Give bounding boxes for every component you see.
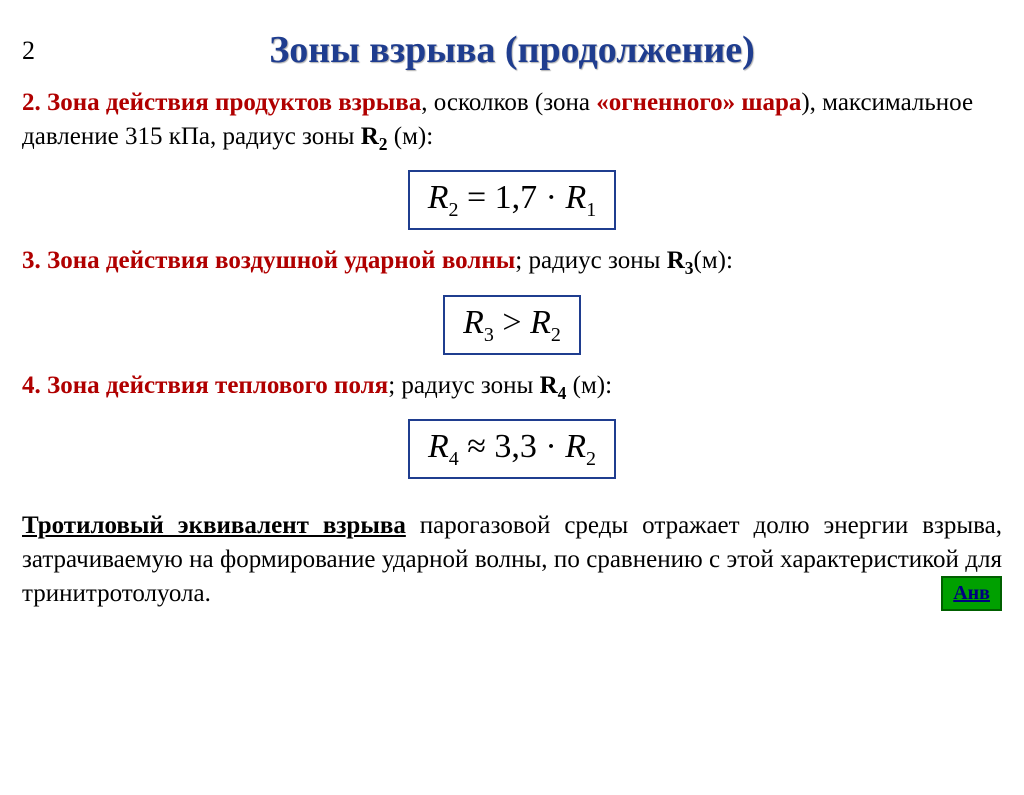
section-3-heading: Зона действия воздушной ударной волны — [47, 247, 515, 274]
section-4-tail2: (м): — [566, 372, 612, 399]
section-2-radius: R2 — [361, 123, 388, 150]
formula-2: R2 = 1,7 · R1 — [408, 170, 617, 230]
page-number: 2 — [22, 36, 35, 66]
section-2-text: 2. Зона действия продуктов взрыва, оскол… — [22, 86, 1002, 156]
content-area: 2. Зона действия продуктов взрыва, оскол… — [0, 86, 1024, 610]
section-2-tail2: (м): — [388, 123, 434, 150]
formula-4-wrap: R4 ≈ 3,3 · R2 — [22, 419, 1002, 479]
formula-2-wrap: R2 = 1,7 · R1 — [22, 170, 1002, 230]
formula-4: R4 ≈ 3,3 · R2 — [408, 419, 616, 479]
section-4-heading: Зона действия теплового поля — [47, 372, 388, 399]
page-title: Зоны взрыва (продолжение) — [0, 28, 1024, 72]
section-4-radius: R4 — [540, 372, 567, 399]
section-3-radius: R3 — [667, 247, 694, 274]
section-3-text: 3. Зона действия воздушной ударной волны… — [22, 244, 1002, 281]
section-3-tail: ; радиус зоны — [515, 247, 666, 274]
tnt-term: Тротиловый эквивалент взрыва — [22, 512, 406, 539]
section-3-tail2: (м): — [694, 247, 733, 274]
section-4-tail: ; радиус зоны — [388, 372, 539, 399]
formula-3: R3 > R2 — [443, 295, 581, 355]
formula-3-wrap: R3 > R2 — [22, 295, 1002, 355]
section-2-heading: Зона действия продуктов взрыва — [47, 89, 421, 116]
section-4-num: 4. — [22, 372, 47, 399]
section-4-text: 4. Зона действия теплового поля; радиус … — [22, 369, 1002, 406]
section-3-num: 3. — [22, 247, 47, 274]
section-2-num: 2. — [22, 89, 47, 116]
fireball-term: «огненного» шара — [596, 89, 801, 116]
section-2-mid: , осколков (зона — [421, 89, 596, 116]
footer-paragraph: Тротиловый эквивалент взрыва парогазовой… — [22, 509, 1002, 610]
anv-button[interactable]: Анв — [941, 576, 1002, 611]
